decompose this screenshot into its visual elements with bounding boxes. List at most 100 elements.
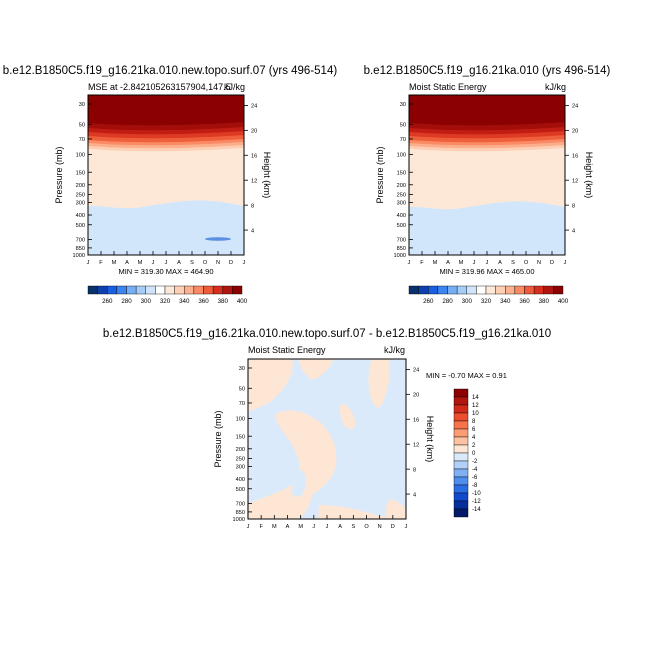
x-tick-label: J [152,260,155,266]
colorbar-label: 6 [472,427,476,433]
x-tick-label: M [272,524,277,530]
y-tick-label: 30 [79,102,85,108]
panel-1-ylabel: Pressure (mb) [54,146,64,203]
y-tick-label: 150 [236,434,245,440]
x-tick-label: J [564,260,567,266]
colorbar-label: 360 [198,298,209,305]
y-tick-label: 50 [400,122,406,128]
y2-tick-label: 20 [572,129,578,135]
x-tick-label: D [391,524,395,530]
colorbar-swatch [453,444,469,454]
colorbar-label: 280 [121,298,132,305]
panel-2-y2-ticks: 24 20 16 12 8 4 [565,104,578,234]
x-tick-label: F [259,524,263,530]
y-tick-label: 700 [76,238,85,244]
colorbar-swatch [453,388,469,398]
y2-tick-label: 4 [413,492,416,498]
colorbar-label: 0 [472,451,476,457]
colorbar-label: 10 [472,411,479,417]
colorbar-label: 380 [218,298,229,305]
y-tick-label: 850 [397,246,406,252]
y2-tick-label: 24 [572,104,578,110]
x-tick-label: J [243,260,246,266]
y2-tick-label: 12 [251,178,257,184]
colorbar-swatch [135,285,146,295]
y-tick-label: 400 [76,213,85,219]
colorbar-swatch [453,492,469,502]
colorbar-swatch [453,500,469,510]
y-tick-label: 70 [400,137,406,143]
y-tick-label: 850 [76,246,85,252]
y-tick-label: 30 [400,102,406,108]
x-tick-label: M [433,260,438,266]
colorbar-label: -4 [472,467,478,473]
x-tick-label: M [112,260,117,266]
colorbar-swatch [453,428,469,438]
x-tick-label: D [229,260,233,266]
panel-3-minmax: MIN = -0.70 MAX = 0.91 [426,371,507,380]
panel-2-left-title: Moist Static Energy [409,82,487,92]
y2-tick-label: 4 [572,228,575,234]
panel-1-footer: MIN = 319.30 MAX = 464.90 [118,267,213,276]
x-tick-label: A [498,260,502,266]
y-tick-label: 70 [79,137,85,143]
colorbar-swatch [428,285,439,295]
panel-2-upper-layers [409,95,565,156]
colorbar-swatch [145,285,156,295]
y-tick-label: 1000 [233,517,245,523]
y2-tick-label: 20 [251,129,257,135]
colorbar-swatch [453,484,469,494]
panel-2-colorbar: 260 280 300 320 340 360 380 400 [408,285,569,305]
y-tick-label: 1000 [73,253,85,259]
colorbar-swatch [184,285,195,295]
colorbar-swatch [453,508,469,518]
colorbar-label: -8 [472,483,478,489]
colorbar-label: 2 [472,443,476,449]
colorbar-swatch [524,285,535,295]
panel-2-field [409,95,565,255]
y2-tick-label: 8 [251,203,254,209]
colorbar-swatch [453,452,469,462]
x-tick-label: J [87,260,90,266]
y2-tick-label: 16 [572,153,578,159]
colorbar-label: 300 [462,298,473,305]
y-tick-label: 150 [76,170,85,176]
colorbar-label: 340 [500,298,511,305]
colorbar-swatch [543,285,554,295]
x-tick-label: O [364,524,369,530]
x-tick-label: M [138,260,143,266]
panel-1-mse-layer [88,95,244,126]
colorbar-swatch [87,285,98,295]
colorbar-swatch [447,285,458,295]
x-tick-label: F [99,260,103,266]
colorbar-swatch [453,412,469,422]
colorbar-label: 280 [442,298,453,305]
panel-1-low-blob [205,237,231,241]
y-tick-label: 400 [397,213,406,219]
colorbar-swatch [453,396,469,406]
x-tick-label: N [216,260,220,266]
y-tick-label: 1000 [394,253,406,259]
colorbar-label: 4 [472,435,476,441]
colorbar-swatch [107,285,118,295]
colorbar-swatch [453,436,469,446]
panel-1-y2label: Height (km) [262,152,272,199]
y-tick-label: 700 [236,502,245,508]
x-tick-label: A [286,524,290,530]
x-tick-label: M [459,260,464,266]
y2-tick-label: 4 [251,228,254,234]
colorbar-label: -6 [472,475,478,481]
colorbar-swatch [408,285,419,295]
panel-1-colorbar: 260 280 300 320 340 360 380 400 [87,285,248,305]
x-tick-label: F [420,260,424,266]
colorbar-label: 400 [237,298,248,305]
panel-3-left-title: Moist Static Energy [248,345,326,355]
y-tick-label: 200 [397,183,406,189]
y-tick-label: 500 [397,223,406,229]
panel-3-main-title: b.e12.B1850C5.f19_g16.21ka.010.new.topo.… [103,328,551,340]
x-tick-label: J [247,524,250,530]
